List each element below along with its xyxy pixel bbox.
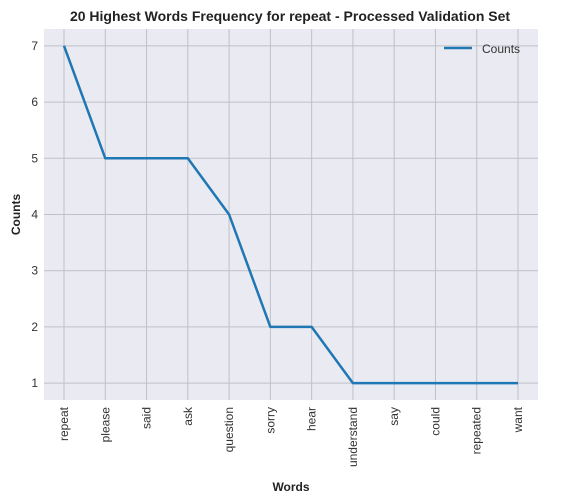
- x-tick-label: hear: [305, 407, 319, 431]
- x-tick-label: understand: [346, 407, 360, 467]
- x-tick-label: question: [222, 407, 236, 452]
- x-tick-label: please: [98, 407, 112, 443]
- x-axis-label: Words: [272, 480, 309, 494]
- chart-title: 20 Highest Words Frequency for repeat - …: [70, 8, 510, 24]
- legend: Counts: [444, 42, 520, 56]
- y-tick-label: 1: [31, 376, 38, 390]
- x-tick-label: ask: [181, 406, 195, 426]
- legend-entry: Counts: [482, 42, 520, 56]
- y-tick-label: 6: [31, 95, 38, 109]
- tick-labels: repeat please said ask question sorry hear unde…: [31, 39, 525, 467]
- y-tick-label: 5: [31, 151, 38, 165]
- series-layer: [62, 45, 518, 385]
- x-tick-label: repeat: [57, 406, 71, 441]
- x-tick-label: say: [387, 407, 401, 426]
- y-tick-label: 3: [31, 264, 38, 278]
- x-tick-label: repeated: [470, 407, 484, 454]
- x-tick-label: want: [511, 406, 525, 433]
- x-tick-label: sorry: [263, 407, 277, 434]
- x-tick-label: could: [428, 407, 442, 436]
- y-tick-label: 4: [31, 208, 38, 222]
- x-tick-label: said: [140, 407, 154, 429]
- series-line: [62, 45, 518, 385]
- y-tick-label: 2: [31, 320, 38, 334]
- y-tick-label: 7: [31, 39, 38, 53]
- y-axis-label: Counts: [9, 194, 23, 236]
